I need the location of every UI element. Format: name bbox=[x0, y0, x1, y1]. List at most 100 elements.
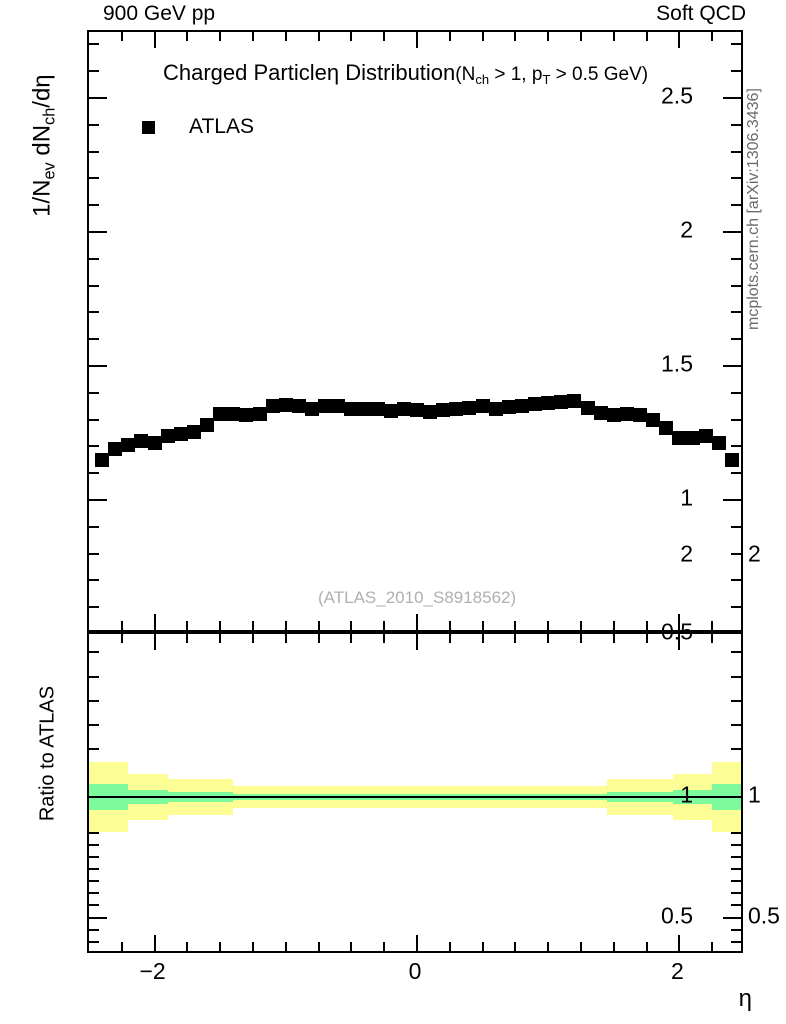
x-tick-bottom-1.75 bbox=[645, 621, 648, 630]
y-tick-0.6 bbox=[89, 606, 99, 609]
data-marker bbox=[606, 407, 621, 422]
y-tick-2.2 bbox=[89, 177, 99, 180]
ratio-y-tick-right-1.4 bbox=[731, 699, 741, 702]
ratio-y-axis-label-right-2: 2 bbox=[748, 540, 761, 567]
y-tick-0.8 bbox=[89, 552, 99, 555]
ratio-x-tick-top-1.5 bbox=[612, 634, 615, 643]
data-marker bbox=[619, 407, 634, 422]
y-tick-right-0.7 bbox=[731, 579, 741, 582]
data-marker bbox=[239, 407, 254, 422]
x-tick-bottom-1.25 bbox=[580, 621, 582, 630]
y-tick-1.1 bbox=[89, 472, 99, 475]
data-marker bbox=[357, 401, 372, 416]
data-marker bbox=[659, 420, 674, 435]
data-marker bbox=[160, 428, 175, 443]
data-marker bbox=[278, 397, 293, 412]
data-marker bbox=[514, 398, 529, 413]
y-tick-2.4 bbox=[89, 123, 99, 126]
x-tick-top--1.25 bbox=[252, 32, 254, 41]
ratio-y-tick-right-1.5 bbox=[731, 675, 741, 678]
data-marker bbox=[724, 453, 739, 468]
y-tick-2.6 bbox=[89, 70, 99, 73]
ratio-x-tick-top-2 bbox=[678, 634, 681, 650]
ratio-y-tick-0.45 bbox=[89, 928, 99, 931]
data-marker bbox=[685, 430, 700, 445]
ratio-x-tick-bottom-2 bbox=[678, 935, 681, 951]
data-marker bbox=[633, 407, 648, 422]
x-tick-top--1.75 bbox=[186, 32, 189, 41]
data-marker bbox=[475, 399, 490, 414]
x-axis-label-−2: −2 bbox=[139, 958, 166, 984]
data-marker bbox=[541, 395, 556, 410]
ratio-x-tick-bottom--2.25 bbox=[120, 942, 123, 951]
ratio-x-tick-bottom--1 bbox=[284, 942, 287, 951]
data-marker bbox=[291, 398, 306, 413]
x-tick-top-2.25 bbox=[711, 32, 714, 41]
y-axis-title-part3: /d bbox=[28, 87, 56, 108]
y-axis-title-sub1: ev bbox=[40, 162, 59, 180]
data-marker bbox=[501, 399, 516, 414]
y-tick-right-1.5 bbox=[723, 365, 741, 367]
x-tick-top--2.25 bbox=[120, 32, 123, 41]
y-tick-right-1.7 bbox=[731, 311, 741, 314]
ratio-x-tick-bottom-1 bbox=[547, 942, 550, 951]
data-marker bbox=[147, 435, 162, 450]
ratio-y-tick-1.6 bbox=[89, 651, 99, 654]
ratio-y-tick-right-0.65 bbox=[731, 880, 741, 883]
ratio-y-tick-right-0.7 bbox=[731, 868, 741, 871]
ratio-y-tick-right-0.4 bbox=[731, 940, 741, 943]
y-tick-right-2.5 bbox=[723, 97, 741, 99]
ratio-x-tick-top--1.75 bbox=[186, 634, 189, 643]
y-tick-1.7 bbox=[89, 311, 99, 314]
data-marker bbox=[554, 395, 569, 410]
data-marker bbox=[711, 436, 726, 451]
ratio-y-tick-0.8 bbox=[89, 844, 99, 847]
x-tick-bottom-1 bbox=[547, 621, 550, 630]
data-marker bbox=[528, 397, 543, 412]
y-tick-right-2.3 bbox=[731, 150, 741, 153]
data-marker bbox=[370, 402, 385, 417]
ratio-plot-area bbox=[89, 634, 741, 951]
ratio-y-axis-label-2: 2 bbox=[680, 540, 693, 567]
data-marker bbox=[134, 434, 149, 449]
data-marker bbox=[331, 399, 346, 414]
y-tick-1.6 bbox=[89, 338, 99, 341]
x-tick-top-1.5 bbox=[612, 32, 615, 41]
x-tick-bottom-1.5 bbox=[612, 621, 615, 630]
plot-title-condition-open: (N bbox=[455, 64, 476, 85]
y-tick-2.5 bbox=[89, 97, 107, 99]
ratio-x-tick-top--2 bbox=[153, 634, 156, 650]
data-marker bbox=[186, 425, 201, 440]
y-tick-1 bbox=[89, 499, 107, 501]
data-marker bbox=[121, 438, 136, 453]
ratio-axis-title: Ratio to ATLAS bbox=[36, 685, 59, 822]
y-tick-1.8 bbox=[89, 284, 99, 287]
ratio-y-tick-right-0.45 bbox=[731, 928, 741, 931]
ratio-x-tick-bottom--0.75 bbox=[317, 942, 320, 951]
y-axis-label-2: 2 bbox=[680, 216, 693, 243]
x-tick-top-0.25 bbox=[448, 32, 451, 41]
x-tick-bottom-0.25 bbox=[448, 621, 451, 630]
analysis-watermark: (ATLAS_2010_S8918562) bbox=[318, 588, 517, 607]
main-plot-frame bbox=[87, 30, 743, 632]
x-tick-bottom-0 bbox=[416, 614, 418, 630]
ratio-x-tick-top-0.5 bbox=[481, 634, 484, 643]
ratio-y-tick-0.5 bbox=[89, 916, 107, 919]
y-tick-right-1.1 bbox=[731, 472, 741, 475]
plot-title-distribution: Distribution bbox=[339, 60, 456, 85]
y-tick-right-2.2 bbox=[731, 177, 741, 180]
y-tick-right-1.6 bbox=[731, 338, 741, 341]
ratio-x-tick-top-0 bbox=[416, 634, 418, 650]
data-marker bbox=[698, 428, 713, 443]
y-tick-right-2.4 bbox=[731, 123, 741, 126]
ratio-x-tick-top--0.5 bbox=[350, 634, 353, 643]
data-marker bbox=[213, 407, 228, 422]
ratio-y-tick-right-1.2 bbox=[731, 747, 741, 750]
data-marker bbox=[410, 403, 424, 418]
y-tick-2 bbox=[89, 231, 107, 233]
y-axis-title: 1/Nev dNch/dη bbox=[28, 6, 59, 286]
ratio-y-tick-right-0.5 bbox=[723, 916, 741, 919]
y-tick-2.1 bbox=[89, 204, 99, 207]
ratio-y-tick-right-1.3 bbox=[731, 723, 741, 726]
y-tick-1.4 bbox=[89, 391, 99, 394]
